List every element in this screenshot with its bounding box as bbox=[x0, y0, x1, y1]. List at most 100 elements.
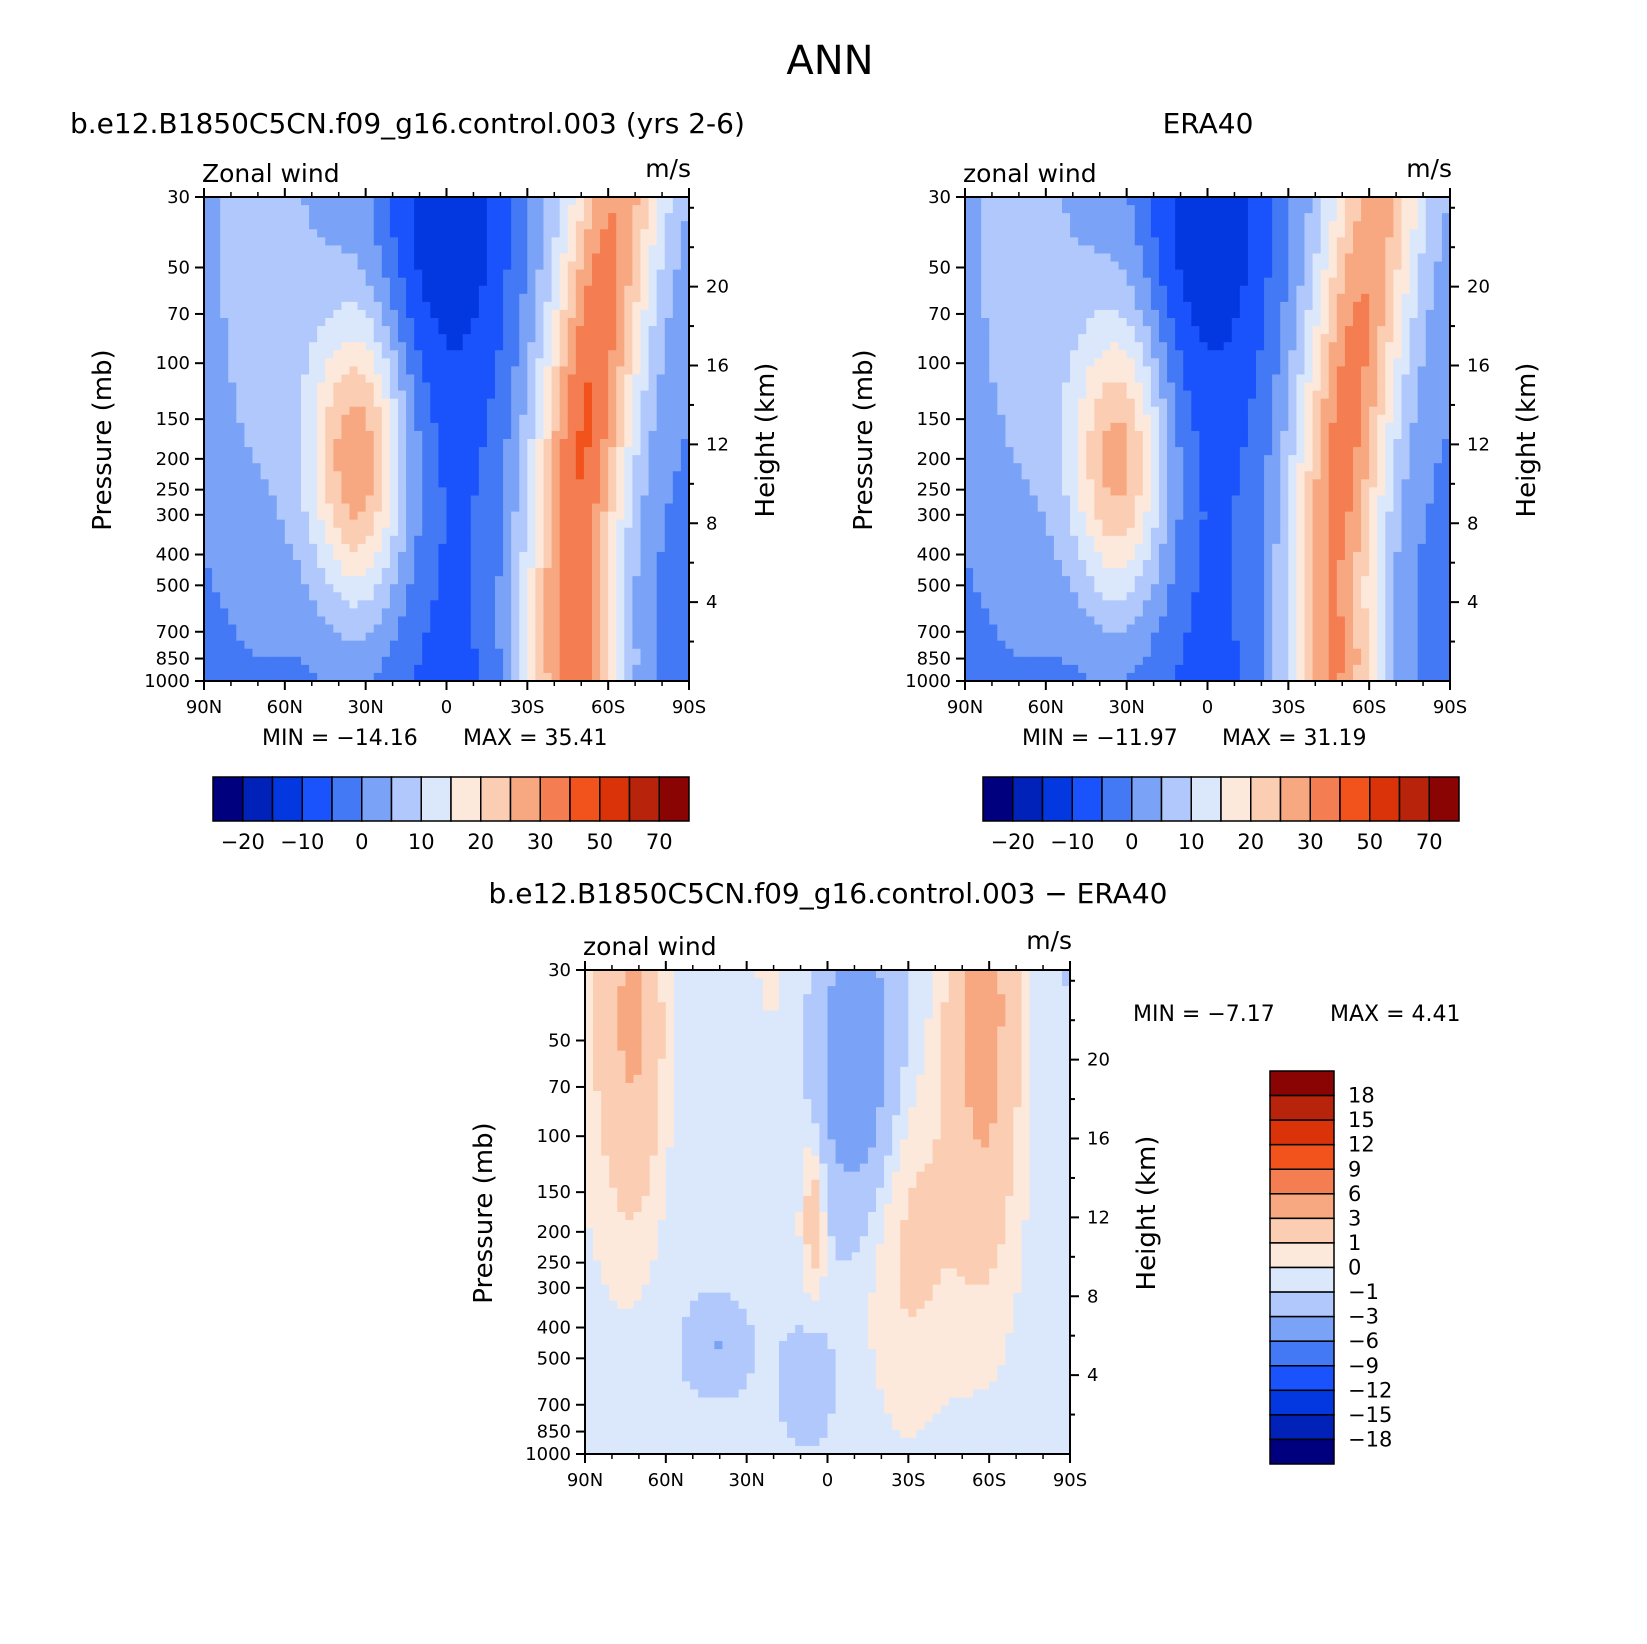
panel-model-cell bbox=[511, 447, 520, 456]
panel-model-cell bbox=[333, 600, 343, 609]
panel-model-cell bbox=[292, 318, 302, 327]
panel-model-cell bbox=[430, 600, 440, 609]
panel-model-cell bbox=[478, 374, 488, 384]
panel-model-cell bbox=[325, 576, 334, 585]
panel-model-cell bbox=[398, 253, 407, 263]
panel-model-cell bbox=[357, 205, 367, 214]
panel-model-cell bbox=[527, 414, 537, 424]
panel-model-cell bbox=[317, 560, 326, 569]
panel-model-cell bbox=[543, 261, 553, 271]
panel-model-cell bbox=[260, 576, 270, 585]
panel-model-cell bbox=[357, 584, 367, 593]
panel-obs-cell bbox=[1005, 463, 1015, 472]
panel-obs-cell bbox=[1094, 342, 1104, 351]
panel-model-cell bbox=[592, 197, 601, 206]
panel-model-cell bbox=[535, 551, 545, 561]
panel-model-cell bbox=[632, 326, 642, 335]
panel-model-cell bbox=[260, 326, 270, 335]
panel-model-cell bbox=[519, 495, 528, 505]
panel-model-cell bbox=[551, 253, 561, 263]
panel-obs-cell bbox=[1070, 592, 1079, 601]
panel-model-cell bbox=[212, 568, 221, 577]
panel-model-cell bbox=[680, 664, 689, 674]
panel-model-cell bbox=[349, 261, 359, 271]
panel-model-cell bbox=[478, 205, 488, 214]
panel-model-cell bbox=[454, 568, 464, 577]
panel-model-cell bbox=[592, 205, 601, 214]
panel-model-cell bbox=[284, 463, 294, 472]
panel-obs-cell bbox=[1021, 237, 1031, 246]
panel-model-cell bbox=[664, 261, 674, 271]
panel-obs-cell bbox=[997, 632, 1007, 642]
panel-model-cell bbox=[608, 535, 617, 545]
panel-model-cell bbox=[462, 318, 472, 327]
panel-model-cell bbox=[236, 318, 246, 327]
panel-obs-cell bbox=[1078, 221, 1087, 230]
panel-model-cell bbox=[438, 205, 448, 214]
panel-model-cell bbox=[608, 439, 617, 448]
panel-model-cell bbox=[608, 269, 617, 279]
panel-model-cell bbox=[228, 261, 237, 271]
panel-model-cell bbox=[381, 309, 391, 319]
panel-obs-cell bbox=[989, 455, 998, 464]
panel-model-cell bbox=[495, 672, 504, 681]
panel-model-cell bbox=[640, 205, 650, 214]
panel-obs-cell bbox=[1005, 285, 1015, 295]
panel-model-cell bbox=[284, 640, 294, 650]
panel-model-cell bbox=[252, 568, 262, 577]
panel-model-colorbar-swatch bbox=[301, 776, 333, 822]
panel-model-cell bbox=[559, 318, 569, 327]
panel-model-cell bbox=[592, 422, 601, 432]
panel-model-cell bbox=[325, 318, 334, 327]
panel-model-cell bbox=[292, 455, 302, 464]
panel-model-cell bbox=[414, 221, 423, 230]
panel-model-cell bbox=[664, 221, 674, 230]
panel-model-cell bbox=[478, 632, 488, 642]
panel-model-cell bbox=[349, 422, 359, 432]
panel-obs-cell bbox=[1045, 664, 1055, 674]
panel-model-cell bbox=[349, 648, 359, 658]
panel-model-cell bbox=[357, 503, 367, 513]
panel-model-cell bbox=[220, 245, 229, 255]
panel-model-cell bbox=[648, 293, 658, 303]
panel-model-cell bbox=[292, 600, 302, 609]
panel-model-cell bbox=[600, 519, 609, 529]
panel-obs-cell bbox=[1021, 269, 1031, 279]
panel-model-cell bbox=[406, 390, 415, 400]
panel-obs-cell bbox=[1110, 334, 1120, 343]
panel-obs-cell bbox=[1070, 213, 1079, 222]
panel-obs-cell bbox=[1037, 390, 1047, 400]
panel-obs-cell bbox=[1118, 237, 1128, 246]
panel-obs-cell bbox=[1053, 205, 1063, 214]
panel-model-cell bbox=[204, 592, 213, 601]
panel-model-cell bbox=[357, 616, 367, 626]
panel-model-cell bbox=[486, 277, 496, 287]
panel-obs-cell bbox=[1110, 624, 1120, 634]
panel-model-cell bbox=[454, 390, 464, 400]
panel-obs-cell bbox=[1029, 350, 1039, 359]
panel-model-cell bbox=[478, 277, 488, 287]
panel-model-cell bbox=[422, 358, 431, 367]
panel-model-cell bbox=[389, 455, 399, 464]
panel-model-cell bbox=[236, 382, 246, 392]
panel-model-y2tick-label: 8 bbox=[706, 513, 717, 534]
panel-obs-cell bbox=[1037, 439, 1047, 448]
panel-obs-cell bbox=[1013, 261, 1023, 271]
panel-model-cell bbox=[381, 269, 391, 279]
panel-model-cell bbox=[333, 592, 343, 601]
panel-model-cell bbox=[478, 511, 488, 521]
panel-model-cell bbox=[640, 608, 650, 618]
panel-model-cell bbox=[592, 511, 601, 521]
panel-model-cell bbox=[301, 656, 310, 666]
panel-model-cell bbox=[608, 430, 617, 440]
panel-model-cell bbox=[381, 608, 391, 618]
panel-model-cell bbox=[422, 277, 431, 287]
panel-model-cell bbox=[357, 245, 367, 255]
panel-obs-cell bbox=[1005, 326, 1015, 335]
panel-obs-cell bbox=[1037, 560, 1047, 569]
panel-obs-cell bbox=[973, 568, 982, 577]
panel-model-cell bbox=[244, 213, 254, 222]
panel-model-cell bbox=[680, 527, 689, 537]
panel-model-cell bbox=[608, 277, 617, 287]
panel-model-cell bbox=[672, 398, 682, 408]
